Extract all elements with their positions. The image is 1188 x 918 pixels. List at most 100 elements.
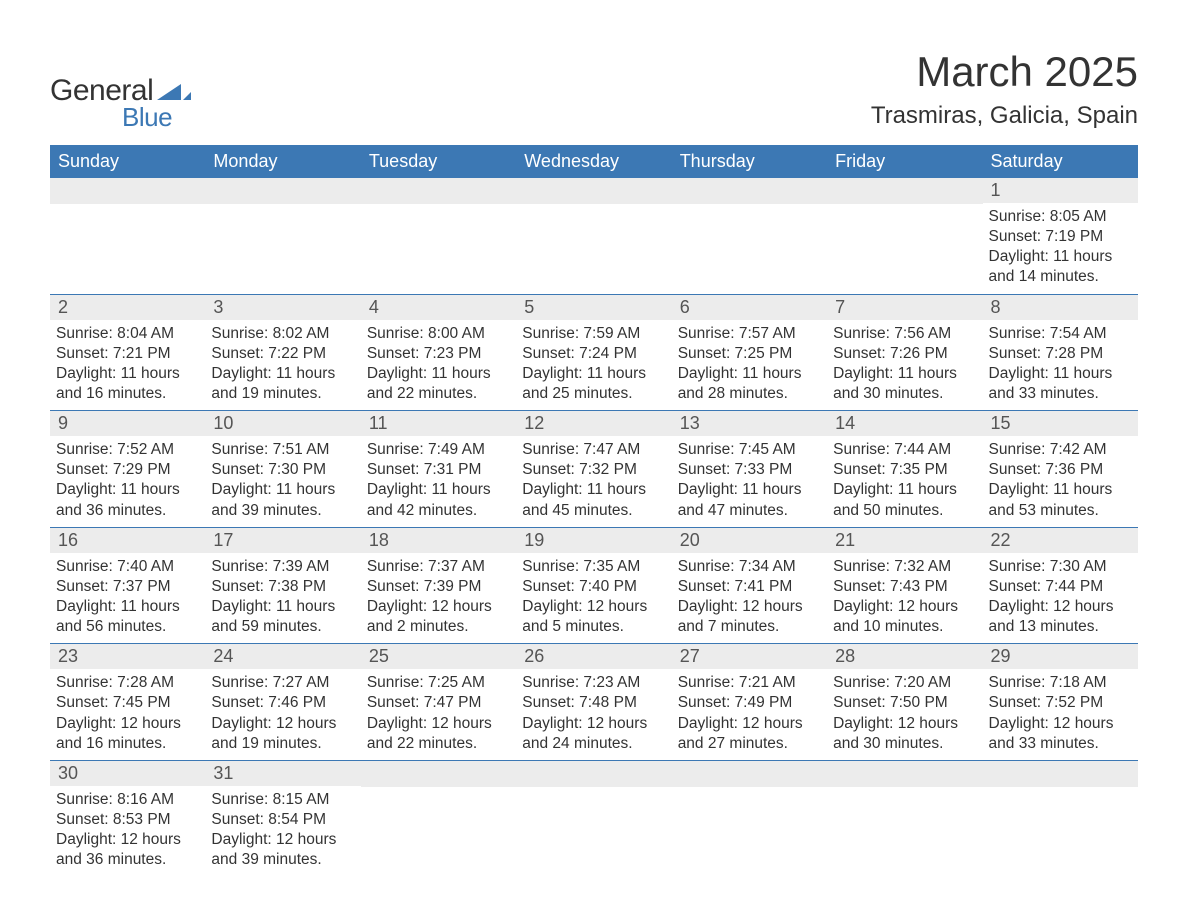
day-number: 1	[983, 178, 1138, 203]
calendar-cell	[205, 178, 360, 294]
day-number: 7	[827, 295, 982, 320]
calendar-cell: 2Sunrise: 8:04 AMSunset: 7:21 PMDaylight…	[50, 294, 205, 411]
daylight2-text: and 22 minutes.	[367, 734, 510, 754]
sunset-text: Sunset: 7:52 PM	[989, 693, 1132, 713]
daylight2-text: and 24 minutes.	[522, 734, 665, 754]
day-body: Sunrise: 7:49 AMSunset: 7:31 PMDaylight:…	[361, 436, 516, 527]
sunset-text: Sunset: 7:25 PM	[678, 344, 821, 364]
calendar-table: Sunday Monday Tuesday Wednesday Thursday…	[50, 145, 1138, 876]
day-body: Sunrise: 7:45 AMSunset: 7:33 PMDaylight:…	[672, 436, 827, 527]
day-body: Sunrise: 7:32 AMSunset: 7:43 PMDaylight:…	[827, 553, 982, 644]
day-body: Sunrise: 8:16 AMSunset: 8:53 PMDaylight:…	[50, 786, 205, 877]
sunrise-text: Sunrise: 7:32 AM	[833, 557, 976, 577]
calendar-cell	[827, 760, 982, 876]
sunrise-text: Sunrise: 7:30 AM	[989, 557, 1132, 577]
day-body: Sunrise: 7:51 AMSunset: 7:30 PMDaylight:…	[205, 436, 360, 527]
day-body: Sunrise: 8:15 AMSunset: 8:54 PMDaylight:…	[205, 786, 360, 877]
day-body: Sunrise: 7:40 AMSunset: 7:37 PMDaylight:…	[50, 553, 205, 644]
daylight1-text: Daylight: 12 hours	[367, 714, 510, 734]
calendar-cell: 3Sunrise: 8:02 AMSunset: 7:22 PMDaylight…	[205, 294, 360, 411]
sunset-text: Sunset: 7:44 PM	[989, 577, 1132, 597]
day-body: Sunrise: 7:18 AMSunset: 7:52 PMDaylight:…	[983, 669, 1138, 760]
day-body: Sunrise: 8:05 AMSunset: 7:19 PMDaylight:…	[983, 203, 1138, 294]
daylight2-text: and 10 minutes.	[833, 617, 976, 637]
day-number: 5	[516, 295, 671, 320]
daylight2-text: and 28 minutes.	[678, 384, 821, 404]
daylight2-text: and 39 minutes.	[211, 850, 354, 870]
daylight2-text: and 50 minutes.	[833, 501, 976, 521]
calendar-cell	[516, 178, 671, 294]
daylight1-text: Daylight: 11 hours	[833, 480, 976, 500]
calendar-cell: 18Sunrise: 7:37 AMSunset: 7:39 PMDayligh…	[361, 527, 516, 644]
calendar-cell	[827, 178, 982, 294]
daylight1-text: Daylight: 11 hours	[989, 247, 1132, 267]
daylight1-text: Daylight: 12 hours	[367, 597, 510, 617]
daylight1-text: Daylight: 11 hours	[678, 480, 821, 500]
day-number	[672, 178, 827, 204]
daylight1-text: Daylight: 11 hours	[367, 364, 510, 384]
day-number: 29	[983, 644, 1138, 669]
day-body	[672, 787, 827, 869]
sunset-text: Sunset: 7:41 PM	[678, 577, 821, 597]
calendar-cell: 10Sunrise: 7:51 AMSunset: 7:30 PMDayligh…	[205, 411, 360, 528]
sunrise-text: Sunrise: 8:16 AM	[56, 790, 199, 810]
calendar-cell	[983, 760, 1138, 876]
daylight1-text: Daylight: 11 hours	[56, 364, 199, 384]
day-number: 22	[983, 528, 1138, 553]
day-body: Sunrise: 7:47 AMSunset: 7:32 PMDaylight:…	[516, 436, 671, 527]
daylight2-text: and 33 minutes.	[989, 384, 1132, 404]
calendar-week-row: 1Sunrise: 8:05 AMSunset: 7:19 PMDaylight…	[50, 178, 1138, 294]
day-body	[50, 204, 205, 286]
daylight1-text: Daylight: 12 hours	[56, 714, 199, 734]
daylight1-text: Daylight: 11 hours	[989, 364, 1132, 384]
sunset-text: Sunset: 7:47 PM	[367, 693, 510, 713]
daylight2-text: and 13 minutes.	[989, 617, 1132, 637]
sunrise-text: Sunrise: 7:57 AM	[678, 324, 821, 344]
daylight2-text: and 30 minutes.	[833, 384, 976, 404]
sunset-text: Sunset: 7:39 PM	[367, 577, 510, 597]
sunset-text: Sunset: 7:24 PM	[522, 344, 665, 364]
daylight2-text: and 14 minutes.	[989, 267, 1132, 287]
day-number: 24	[205, 644, 360, 669]
day-number: 25	[361, 644, 516, 669]
daylight2-text: and 56 minutes.	[56, 617, 199, 637]
day-body: Sunrise: 7:37 AMSunset: 7:39 PMDaylight:…	[361, 553, 516, 644]
day-body: Sunrise: 7:35 AMSunset: 7:40 PMDaylight:…	[516, 553, 671, 644]
day-body: Sunrise: 7:28 AMSunset: 7:45 PMDaylight:…	[50, 669, 205, 760]
day-number: 12	[516, 411, 671, 436]
calendar-cell	[672, 760, 827, 876]
sunrise-text: Sunrise: 7:27 AM	[211, 673, 354, 693]
day-number: 28	[827, 644, 982, 669]
day-body: Sunrise: 7:44 AMSunset: 7:35 PMDaylight:…	[827, 436, 982, 527]
sunset-text: Sunset: 7:31 PM	[367, 460, 510, 480]
daylight2-text: and 47 minutes.	[678, 501, 821, 521]
day-number	[983, 761, 1138, 787]
day-body: Sunrise: 7:34 AMSunset: 7:41 PMDaylight:…	[672, 553, 827, 644]
day-number	[827, 178, 982, 204]
calendar-body: 1Sunrise: 8:05 AMSunset: 7:19 PMDaylight…	[50, 178, 1138, 876]
day-number: 19	[516, 528, 671, 553]
daylight1-text: Daylight: 11 hours	[522, 480, 665, 500]
sunset-text: Sunset: 7:40 PM	[522, 577, 665, 597]
day-number	[827, 761, 982, 787]
day-body	[205, 204, 360, 286]
sunrise-text: Sunrise: 7:20 AM	[833, 673, 976, 693]
sunrise-text: Sunrise: 7:18 AM	[989, 673, 1132, 693]
calendar-week-row: 23Sunrise: 7:28 AMSunset: 7:45 PMDayligh…	[50, 644, 1138, 761]
calendar-cell: 20Sunrise: 7:34 AMSunset: 7:41 PMDayligh…	[672, 527, 827, 644]
daylight2-text: and 42 minutes.	[367, 501, 510, 521]
calendar-week-row: 16Sunrise: 7:40 AMSunset: 7:37 PMDayligh…	[50, 527, 1138, 644]
daylight1-text: Daylight: 11 hours	[211, 364, 354, 384]
daylight1-text: Daylight: 12 hours	[989, 714, 1132, 734]
calendar-cell: 15Sunrise: 7:42 AMSunset: 7:36 PMDayligh…	[983, 411, 1138, 528]
month-title: March 2025	[871, 48, 1138, 96]
daylight2-text: and 16 minutes.	[56, 384, 199, 404]
daylight1-text: Daylight: 12 hours	[989, 597, 1132, 617]
sunrise-text: Sunrise: 7:40 AM	[56, 557, 199, 577]
daylight2-text: and 39 minutes.	[211, 501, 354, 521]
weekday-header: Wednesday	[516, 145, 671, 178]
day-number	[205, 178, 360, 204]
sunrise-text: Sunrise: 7:21 AM	[678, 673, 821, 693]
logo: General Blue	[50, 74, 191, 133]
day-number: 16	[50, 528, 205, 553]
